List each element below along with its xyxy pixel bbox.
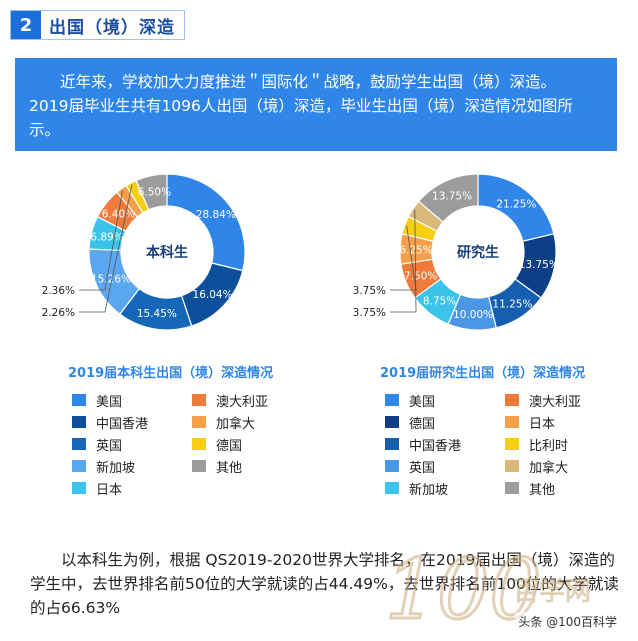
legend-swatch [192, 460, 206, 472]
legend-swatch [192, 416, 206, 428]
footer-text: 以本科生为例，根据 QS2019-2020世界大学排名，在2019届出国（境）深… [30, 548, 625, 620]
legend-label: 美国 [96, 394, 123, 410]
center-label-undergrad: 本科生 [146, 244, 188, 261]
slice-label-graduate-4: 8.75% [423, 296, 456, 308]
legend-item-undergrad: 新加坡 [72, 458, 192, 476]
slice-label-undergrad-4: 6.89% [90, 231, 123, 243]
legend-label: 德国 [216, 438, 243, 454]
intro-line-2: 2019届毕业生共有1096人出国（境）深造，毕业生出国（境）深造情况如图所示。 [29, 97, 573, 139]
legend-swatch [72, 460, 86, 472]
legend-swatch [192, 438, 206, 450]
legend-item-undergrad: 其他 [192, 458, 312, 476]
legend-label: 中国香港 [409, 438, 462, 454]
legend-item-graduate: 德国 [385, 414, 505, 432]
legend-item-graduate: 加拿大 [505, 458, 625, 476]
legend-item-undergrad: 美国 [72, 392, 192, 410]
legend-label: 其他 [529, 482, 556, 498]
center-label-graduate: 研究生 [457, 244, 499, 261]
legend-swatch [385, 394, 399, 406]
legend-item-graduate: 英国 [385, 458, 505, 476]
legend-item-undergrad: 英国 [72, 436, 192, 454]
section-number: 2 [11, 11, 41, 39]
intro-line-1: 近年来，学校加大力度推进＂国际化＂战略，鼓励学生出国（境）深造。 [60, 73, 557, 91]
legend-swatch [505, 460, 519, 472]
legend-swatch [192, 394, 206, 406]
section-title: 出国（境）深造 [49, 17, 175, 38]
legend-swatch [72, 394, 86, 406]
legend-swatch [385, 416, 399, 428]
legend-swatch [72, 438, 86, 450]
chart-caption-graduate: 2019届研究生出国（境）深造情况 [380, 366, 586, 381]
slice-label-undergrad-8: 6.50% [138, 186, 171, 198]
intro-box: 近年来，学校加大力度推进＂国际化＂战略，鼓励学生出国（境）深造。 2019届毕业… [15, 58, 617, 151]
footer-paragraph: 以本科生为例，根据 QS2019-2020世界大学排名，在2019届出国（境）深… [30, 551, 619, 617]
legend-label: 澳大利亚 [529, 394, 582, 410]
legend-swatch [505, 482, 519, 494]
donut-slice-undergrad-8 [135, 173, 168, 211]
legend-label: 加拿大 [529, 460, 569, 476]
legend-swatch [505, 394, 519, 406]
legend-item-graduate: 新加坡 [385, 480, 505, 498]
slice-label-undergrad-1: 16.04% [193, 289, 233, 301]
slice-label-graduate-5: 7.50% [404, 271, 437, 283]
legend-item-graduate: 美国 [385, 392, 505, 410]
legend-item-undergrad: 加拿大 [192, 414, 312, 432]
legend-label: 新加坡 [409, 482, 449, 498]
legend-label: 中国香港 [96, 416, 149, 432]
legend-label: 英国 [96, 438, 123, 454]
legend-label: 英国 [409, 460, 436, 476]
legend-item-undergrad: 中国香港 [72, 414, 192, 432]
slice-label-graduate-0: 21.25% [496, 198, 536, 210]
slice-label-undergrad-3: 15.26% [91, 274, 131, 286]
leader-line-graduate-8 [390, 209, 417, 313]
source-credit: 头条 @100百科学 [515, 612, 620, 631]
slice-label-graduate-2: 11.25% [492, 299, 532, 311]
slice-label-graduate-1: 13.75% [519, 259, 559, 271]
legend-item-graduate: 日本 [505, 414, 625, 432]
legend-swatch [72, 482, 86, 494]
legend-swatch [505, 416, 519, 428]
legend-item-undergrad: 日本 [72, 480, 192, 498]
legend-graduate: 美国 澳大利亚德国 日本中国香港 比利时英国 加拿大新加坡 其他 [385, 392, 625, 498]
legend-undergrad: 美国 澳大利亚中国香港 加拿大英国 德国新加坡 其他日本 [72, 392, 312, 498]
legend-swatch [385, 482, 399, 494]
legend-item-graduate: 比利时 [505, 436, 625, 454]
legend-label: 日本 [96, 482, 123, 498]
legend-label: 比利时 [529, 438, 569, 454]
leader-line-undergrad-6 [79, 190, 123, 291]
slice-label-graduate-9: 13.75% [432, 191, 472, 203]
legend-swatch [385, 460, 399, 472]
legend-item-graduate: 其他 [505, 480, 625, 498]
slice-label-graduate-8: 3.75% [353, 307, 386, 319]
donut-hole-graduate [433, 207, 523, 297]
slice-label-undergrad-6: 2.36% [42, 285, 75, 297]
slice-label-graduate-7: 3.75% [353, 285, 386, 297]
legend-item-undergrad: 澳大利亚 [192, 392, 312, 410]
legend-label: 其他 [216, 460, 243, 476]
legend-swatch [505, 438, 519, 450]
section-header: 2 出国（境）深造 [10, 10, 185, 40]
legend-swatch [72, 416, 86, 428]
slice-label-undergrad-0: 28.84% [196, 209, 236, 221]
legend-label: 新加坡 [96, 460, 136, 476]
legend-label: 德国 [409, 416, 436, 432]
donut-slice-graduate-9 [417, 173, 479, 223]
slice-label-undergrad-7: 2.26% [42, 307, 75, 319]
slice-label-graduate-3: 10.00% [453, 309, 493, 321]
chart-caption-undergrad: 2019届本科生出国（境）深造情况 [68, 366, 274, 381]
legend-item-undergrad: 德国 [192, 436, 312, 454]
donut-charts: 28.84%16.04%15.45%15.26%6.89%6.40%6.50%2… [42, 173, 559, 331]
legend-item-graduate: 中国香港 [385, 436, 505, 454]
slice-label-graduate-6: 6.25% [399, 245, 432, 257]
legend-swatch [385, 438, 399, 450]
legend-label: 美国 [409, 394, 436, 410]
donut-hole-undergrad [122, 207, 212, 297]
leader-line-undergrad-7 [79, 184, 133, 313]
donut-slice-undergrad-0 [166, 173, 246, 272]
legend-item-graduate: 澳大利亚 [505, 392, 625, 410]
legend-label: 日本 [529, 416, 556, 432]
slice-label-undergrad-2: 15.45% [137, 308, 177, 320]
legend-label: 加拿大 [216, 416, 256, 432]
legend-label: 澳大利亚 [216, 394, 269, 410]
